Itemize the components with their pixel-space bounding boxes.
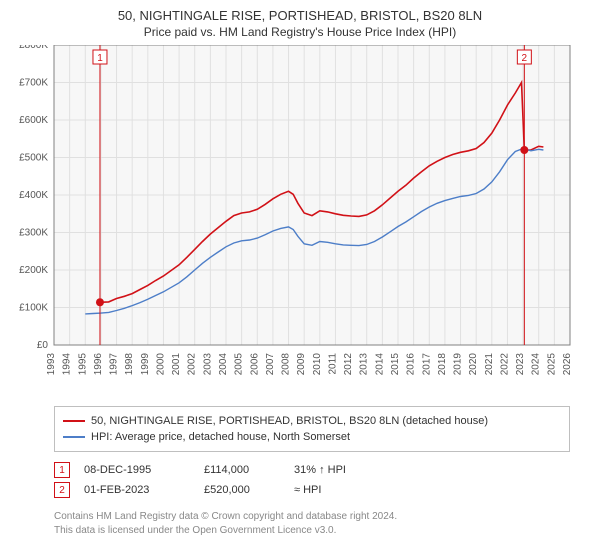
y-tick-label: £300K — [19, 228, 48, 239]
x-tick-label: 1999 — [140, 353, 151, 376]
x-tick-label: 1994 — [62, 353, 73, 376]
sale-pct: 31% ↑ HPI — [294, 464, 384, 476]
marker-number: 2 — [522, 53, 528, 64]
sale-row: 1 08-DEC-1995£114,00031% ↑ HPI — [54, 460, 570, 480]
sale-marker: 2 — [54, 482, 70, 498]
marker-dot — [96, 298, 104, 306]
marker-number: 1 — [97, 53, 103, 64]
y-tick-label: £700K — [19, 78, 48, 89]
x-tick-label: 2001 — [171, 353, 182, 376]
x-tick-label: 2015 — [390, 353, 401, 376]
x-tick-label: 2010 — [312, 353, 323, 376]
x-tick-label: 2017 — [421, 353, 432, 376]
license-line-2: This data is licensed under the Open Gov… — [54, 524, 570, 538]
x-tick-label: 1993 — [46, 353, 57, 376]
legend-label: HPI: Average price, detached house, Nort… — [91, 431, 350, 443]
title-line-1: 50, NIGHTINGALE RISE, PORTISHEAD, BRISTO… — [0, 8, 600, 23]
x-tick-label: 2002 — [187, 353, 198, 376]
y-tick-label: £200K — [19, 265, 48, 276]
title-line-2: Price paid vs. HM Land Registry's House … — [0, 25, 600, 39]
legend-swatch — [63, 436, 85, 438]
x-tick-label: 2004 — [218, 353, 229, 376]
y-tick-label: £100K — [19, 303, 48, 314]
x-tick-label: 2005 — [234, 353, 245, 376]
legend-swatch — [63, 420, 85, 422]
sale-marker: 1 — [54, 462, 70, 478]
legend-label: 50, NIGHTINGALE RISE, PORTISHEAD, BRISTO… — [91, 415, 488, 427]
sale-points: 1 08-DEC-1995£114,00031% ↑ HPI 2 01-FEB-202… — [54, 460, 570, 500]
x-tick-label: 2012 — [343, 353, 354, 376]
x-tick-label: 2011 — [327, 353, 338, 375]
x-tick-label: 2021 — [484, 353, 495, 376]
x-tick-label: 1997 — [109, 353, 120, 376]
x-tick-label: 1996 — [93, 353, 104, 376]
license-line-1: Contains HM Land Registry data © Crown c… — [54, 510, 570, 524]
sale-row: 2 01-FEB-2023£520,000≈ HPI — [54, 480, 570, 500]
x-tick-label: 2009 — [296, 353, 307, 376]
x-tick-label: 1998 — [124, 353, 135, 376]
x-tick-label: 2003 — [202, 353, 213, 376]
y-tick-label: £400K — [19, 190, 48, 201]
sale-price: £114,000 — [204, 464, 294, 476]
sale-pct: ≈ HPI — [294, 484, 384, 496]
x-tick-label: 2018 — [437, 353, 448, 376]
marker-dot — [520, 146, 528, 154]
x-tick-label: 2026 — [562, 353, 573, 376]
x-tick-label: 2019 — [453, 353, 464, 376]
legend: 50, NIGHTINGALE RISE, PORTISHEAD, BRISTO… — [54, 406, 570, 452]
chart-area: £0 £100K £200K £300K £400K £500K £600K £700K £80… — [0, 45, 600, 398]
legend-item: HPI: Average price, detached house, Nort… — [63, 429, 561, 445]
x-tick-label: 2024 — [531, 353, 542, 376]
sale-price: £520,000 — [204, 484, 294, 496]
y-tick-label: £500K — [19, 153, 48, 164]
x-tick-label: 2023 — [515, 353, 526, 376]
y-tick-label: £600K — [19, 115, 48, 126]
x-tick-label: 2000 — [155, 353, 166, 376]
legend-item: 50, NIGHTINGALE RISE, PORTISHEAD, BRISTO… — [63, 413, 561, 429]
license-text: Contains HM Land Registry data © Crown c… — [54, 510, 570, 537]
chart-container: 50, NIGHTINGALE RISE, PORTISHEAD, BRISTO… — [0, 0, 600, 560]
y-tick-label: £0 — [37, 340, 49, 351]
x-tick-label: 2020 — [468, 353, 479, 376]
titles: 50, NIGHTINGALE RISE, PORTISHEAD, BRISTO… — [0, 0, 600, 39]
x-tick-label: 2013 — [359, 353, 370, 376]
x-tick-label: 2025 — [546, 353, 557, 376]
sale-date: 08-DEC-1995 — [84, 464, 204, 476]
x-tick-label: 2008 — [281, 353, 292, 376]
x-tick-label: 2007 — [265, 353, 276, 376]
x-tick-label: 1995 — [77, 353, 88, 376]
x-tick-label: 2022 — [499, 353, 510, 376]
y-tick-label: £800K — [19, 45, 48, 51]
x-tick-label: 2016 — [406, 353, 417, 376]
x-tick-label: 2014 — [374, 353, 385, 376]
x-tick-label: 2006 — [249, 353, 260, 376]
sale-date: 01-FEB-2023 — [84, 484, 204, 496]
line-chart: £0 £100K £200K £300K £400K £500K £600K £700K £80… — [0, 45, 600, 393]
